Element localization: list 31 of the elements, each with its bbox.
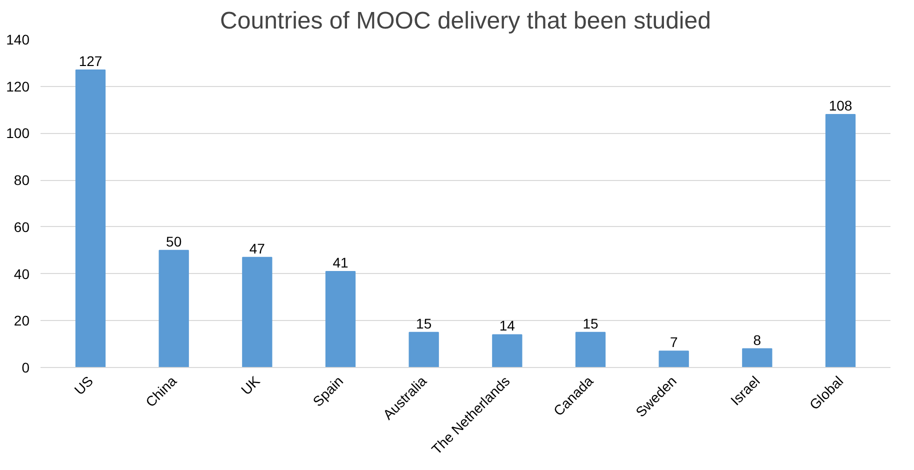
- y-tick-label: 80: [14, 172, 30, 188]
- data-label: 14: [499, 318, 516, 334]
- bar: [742, 348, 772, 368]
- chart-title: Countries of MOOC delivery that been studied: [220, 8, 711, 34]
- bar: [325, 270, 356, 368]
- data-label: 8: [753, 332, 762, 348]
- bar: [242, 256, 272, 368]
- y-tick-label: 60: [14, 218, 30, 235]
- y-tick-label: 140: [6, 32, 30, 48]
- data-label: 50: [166, 233, 182, 250]
- data-label: 41: [332, 254, 348, 270]
- bar: [492, 334, 522, 368]
- x-tick-label: UK: [238, 372, 264, 398]
- y-tick-label: 40: [14, 266, 30, 282]
- data-label: 15: [582, 315, 598, 332]
- y-tick-label: 0: [22, 360, 30, 376]
- bar: [575, 332, 606, 368]
- bar: [158, 250, 189, 368]
- data-label: 47: [249, 240, 266, 256]
- bar: [75, 69, 106, 368]
- y-tick-label: 20: [14, 312, 30, 329]
- bar: [825, 114, 856, 368]
- data-label: 7: [670, 334, 678, 350]
- data-label: 108: [828, 97, 852, 114]
- y-tick-label: 100: [6, 125, 30, 142]
- y-tick-label: 120: [6, 78, 30, 94]
- data-label: 15: [416, 315, 432, 332]
- bar: [408, 332, 439, 368]
- data-label: 127: [78, 52, 102, 69]
- x-tick-label: US: [71, 372, 96, 398]
- bar: [658, 350, 689, 368]
